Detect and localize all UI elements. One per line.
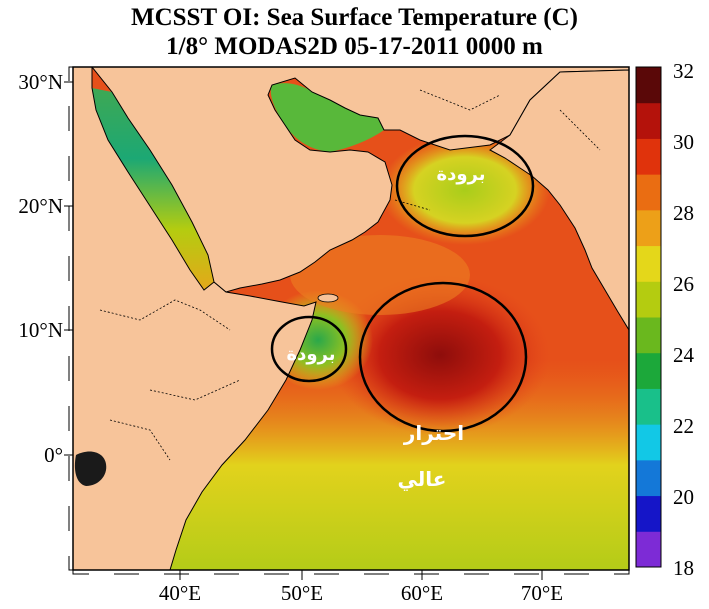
colorbar-swatch — [636, 67, 661, 104]
colorbar-swatch — [636, 245, 661, 282]
colorbar-label-18: 18 — [673, 556, 694, 580]
colorbar-swatch — [636, 102, 661, 139]
lat-label-20n: 20°N — [18, 194, 63, 218]
lake-victoria — [74, 451, 107, 486]
lat-border-strip — [68, 66, 74, 571]
lon-label-70e: 70°E — [521, 581, 563, 605]
colorbar-swatch — [636, 352, 661, 389]
lat-label-10n: 10°N — [18, 318, 63, 342]
lon-border-strip — [72, 569, 630, 575]
latitude-axis: 30°N 20°N 10°N 0° — [18, 70, 73, 467]
map-subtitle: 1/8° MODAS2D 05-17-2011 0000 m — [166, 33, 543, 60]
colorbar-swatches — [636, 67, 661, 568]
africa-landmass — [73, 67, 317, 570]
map-title: MCSST OI: Sea Surface Temperature (C) — [131, 4, 578, 31]
northern-cool-patch — [380, 135, 550, 245]
cold-label-somalia: برودة — [286, 344, 335, 365]
colorbar-frame — [635, 66, 662, 568]
map-panel: برودة برودة احترار عالي — [73, 67, 629, 570]
lon-label-50e: 50°E — [281, 581, 323, 605]
colorbar-swatch — [636, 138, 661, 175]
colorbar-swatch — [636, 281, 661, 318]
longitude-axis: 40°E 50°E 60°E 70°E — [159, 570, 563, 605]
colorbar-label-22: 22 — [673, 414, 694, 438]
warm-pool — [330, 275, 550, 435]
colorbar-swatch — [636, 388, 661, 425]
lat-label-0: 0° — [44, 443, 63, 467]
colorbar-label-30: 30 — [673, 130, 694, 154]
warm-label-line1: احترار — [403, 421, 464, 445]
colorbar-swatch — [636, 459, 661, 497]
socotra-island — [317, 293, 339, 303]
colorbar-label-20: 20 — [673, 485, 694, 509]
cold-region-circle-north — [395, 134, 535, 238]
warm-region-circle — [358, 281, 528, 433]
indian-subcontinent — [489, 69, 629, 331]
colorbar-label-32: 32 — [673, 59, 694, 83]
lon-label-60e: 60°E — [401, 581, 443, 605]
colorbar-swatch — [636, 424, 661, 461]
colorbar-swatch — [636, 317, 661, 354]
colorbar-swatch — [636, 531, 661, 568]
persian-gulf — [270, 83, 384, 152]
lon-label-40e: 40°E — [159, 581, 201, 605]
cold-label-north: برودة — [436, 164, 485, 185]
colorbar-label-28: 28 — [673, 201, 694, 225]
colorbar-label-26: 26 — [673, 272, 694, 296]
lat-label-30n: 30°N — [18, 70, 63, 94]
colorbar-swatch — [636, 174, 661, 211]
red-sea — [92, 88, 214, 290]
warm-label-line2: عالي — [398, 467, 447, 492]
colorbar: 32 30 28 26 24 22 20 18 — [635, 59, 695, 580]
colorbar-swatch — [636, 495, 661, 532]
colorbar-swatch — [636, 209, 661, 247]
country-borders — [99, 89, 601, 461]
colorbar-label-24: 24 — [673, 343, 695, 367]
cold-region-circle-somalia — [270, 315, 348, 383]
